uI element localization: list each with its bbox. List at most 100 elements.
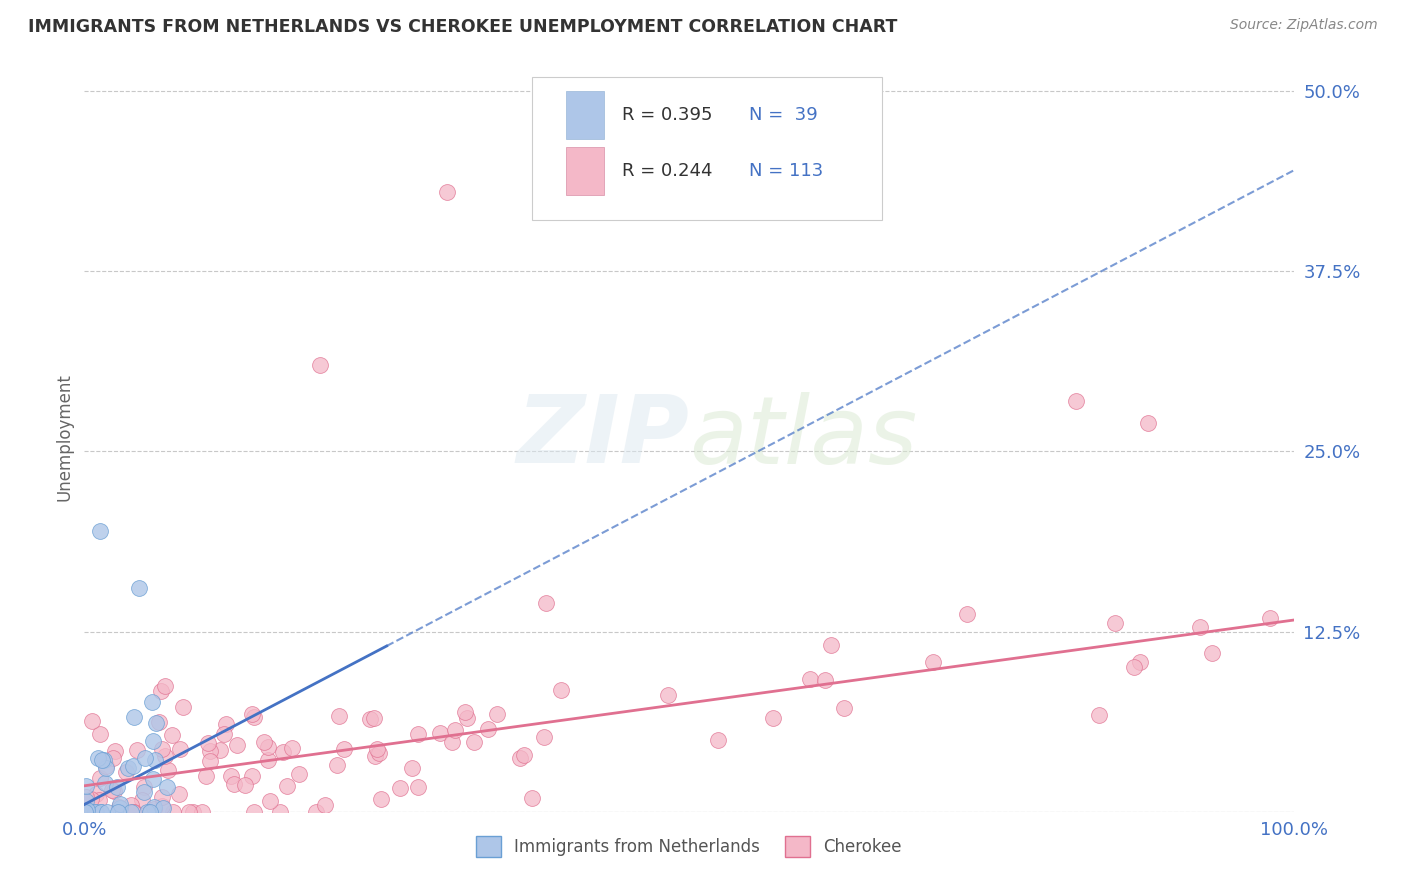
Point xyxy=(440,735,463,749)
Point xyxy=(359,712,381,726)
Point xyxy=(363,711,385,725)
Text: IMMIGRANTS FROM NETHERLANDS VS CHEROKEE UNEMPLOYMENT CORRELATION CHART: IMMIGRANTS FROM NETHERLANDS VS CHEROKEE … xyxy=(28,18,897,36)
Point xyxy=(169,741,191,756)
Point xyxy=(477,723,499,737)
Point xyxy=(276,779,298,793)
Point xyxy=(93,752,115,766)
Point xyxy=(288,766,311,780)
Point xyxy=(486,707,509,722)
Point xyxy=(105,780,128,794)
Point xyxy=(233,778,256,792)
Point xyxy=(314,797,336,812)
Point xyxy=(309,358,332,372)
Point xyxy=(212,727,235,741)
Point xyxy=(197,736,219,750)
Point xyxy=(156,780,179,794)
Point xyxy=(110,797,132,812)
Point xyxy=(195,769,218,783)
Point xyxy=(155,679,177,693)
Point xyxy=(87,793,110,807)
Point xyxy=(152,801,174,815)
Point xyxy=(89,771,111,785)
Text: N =  39: N = 39 xyxy=(749,106,818,124)
Point xyxy=(200,743,222,757)
Point xyxy=(110,805,132,819)
Point xyxy=(86,751,108,765)
Point xyxy=(200,754,222,768)
Point xyxy=(75,805,97,819)
Legend: Immigrants from Netherlands, Cherokee: Immigrants from Netherlands, Cherokee xyxy=(470,830,908,863)
Point xyxy=(84,805,107,819)
Point xyxy=(134,751,156,765)
Point xyxy=(364,749,387,764)
Point xyxy=(142,772,165,786)
Point xyxy=(922,655,945,669)
Point xyxy=(657,688,679,702)
Point xyxy=(328,709,350,723)
Point xyxy=(84,787,107,801)
Point xyxy=(520,791,543,805)
Point xyxy=(169,787,191,801)
Point xyxy=(762,711,785,725)
Point xyxy=(80,792,103,806)
Point xyxy=(832,701,855,715)
Point xyxy=(269,805,291,819)
Point xyxy=(162,805,184,819)
Point xyxy=(242,710,264,724)
Point xyxy=(215,716,238,731)
Point xyxy=(141,695,163,709)
Point xyxy=(101,750,124,764)
Text: R = 0.395: R = 0.395 xyxy=(623,106,713,124)
Point xyxy=(513,748,536,763)
Point xyxy=(120,798,142,813)
Point xyxy=(132,785,155,799)
Point xyxy=(139,805,162,819)
Point xyxy=(257,753,280,767)
Point xyxy=(96,805,118,819)
Point xyxy=(259,794,281,808)
Point xyxy=(107,805,129,819)
Text: R = 0.244: R = 0.244 xyxy=(623,162,713,180)
Point xyxy=(222,777,245,791)
Point xyxy=(153,748,176,763)
Point xyxy=(122,758,145,772)
Point xyxy=(84,805,107,819)
Point xyxy=(454,705,477,719)
Point xyxy=(127,743,149,757)
Point xyxy=(75,790,97,805)
Point xyxy=(143,800,166,814)
Point xyxy=(75,805,97,819)
Point xyxy=(143,753,166,767)
Point xyxy=(181,805,204,819)
Point xyxy=(1104,616,1126,631)
Point xyxy=(281,741,304,756)
Point xyxy=(463,735,485,749)
Point xyxy=(1123,659,1146,673)
Point xyxy=(104,744,127,758)
Point xyxy=(1201,646,1223,660)
Point xyxy=(368,746,391,760)
Point xyxy=(408,726,430,740)
Point xyxy=(143,801,166,815)
Point xyxy=(89,524,111,538)
Point xyxy=(107,799,129,814)
Point xyxy=(240,769,263,783)
Point xyxy=(134,780,156,794)
Point xyxy=(135,805,157,819)
Point xyxy=(162,728,184,742)
Point xyxy=(444,723,467,738)
Point xyxy=(94,776,117,790)
Point xyxy=(226,738,249,752)
Point xyxy=(253,735,276,749)
FancyBboxPatch shape xyxy=(565,91,605,139)
Point xyxy=(814,673,837,687)
Point xyxy=(115,764,138,779)
Point xyxy=(150,742,173,756)
Point xyxy=(534,596,557,610)
Point xyxy=(122,805,145,819)
Point xyxy=(103,784,125,798)
Point xyxy=(142,734,165,748)
Point xyxy=(707,732,730,747)
Point xyxy=(820,638,842,652)
Point xyxy=(333,742,356,756)
